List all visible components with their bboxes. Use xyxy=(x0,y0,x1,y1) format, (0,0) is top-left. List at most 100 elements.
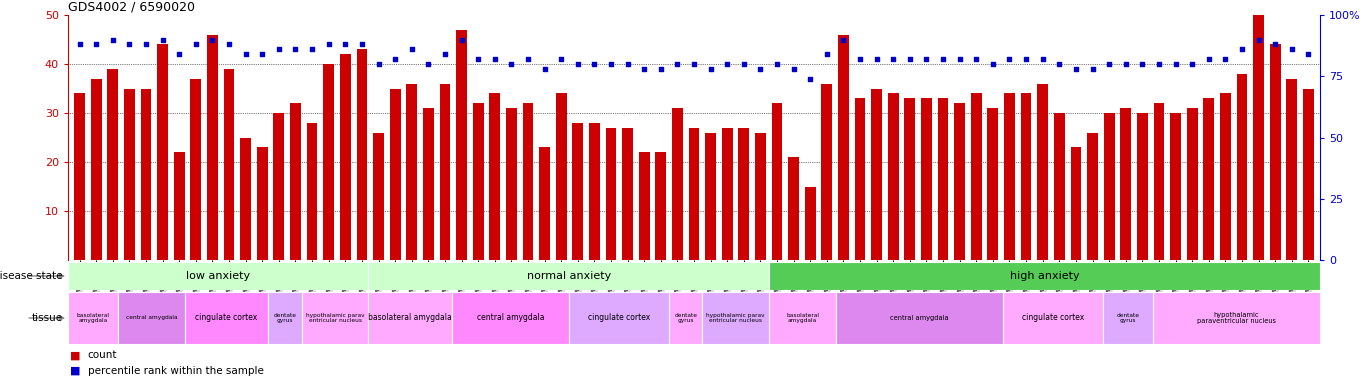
Bar xyxy=(369,292,452,344)
Text: cingulate cortex: cingulate cortex xyxy=(588,313,649,323)
Text: cingulate cortex: cingulate cortex xyxy=(196,313,258,323)
Bar xyxy=(606,128,616,260)
Bar xyxy=(1121,108,1132,260)
Point xyxy=(384,56,406,62)
Bar xyxy=(1054,113,1064,260)
Text: dentate
gyrus: dentate gyrus xyxy=(674,313,697,323)
Point xyxy=(1164,61,1186,67)
Bar xyxy=(452,292,569,344)
Bar xyxy=(706,132,717,260)
Bar xyxy=(655,152,666,260)
Bar xyxy=(1237,74,1247,260)
Bar xyxy=(373,132,384,260)
Bar xyxy=(1021,93,1032,260)
Bar xyxy=(1154,103,1164,260)
Bar xyxy=(988,108,999,260)
Text: central amygdala: central amygdala xyxy=(477,313,544,323)
Point xyxy=(799,76,821,82)
Point xyxy=(484,56,506,62)
Bar xyxy=(68,292,118,344)
Bar xyxy=(107,69,118,260)
Bar xyxy=(489,93,500,260)
Bar xyxy=(673,108,682,260)
Point xyxy=(1015,56,1037,62)
Point xyxy=(169,51,190,57)
Bar xyxy=(356,49,367,260)
Text: tissue: tissue xyxy=(32,313,63,323)
Bar xyxy=(440,84,451,260)
Bar xyxy=(207,35,218,260)
Bar xyxy=(788,157,799,260)
Bar xyxy=(456,30,467,260)
Point xyxy=(351,41,373,48)
Point xyxy=(1232,46,1254,52)
Point xyxy=(966,56,988,62)
Point xyxy=(251,51,273,57)
Bar xyxy=(556,93,567,260)
Point xyxy=(567,61,589,67)
Point xyxy=(269,46,290,52)
Bar xyxy=(1037,84,1048,260)
Text: ■: ■ xyxy=(70,366,81,376)
Bar xyxy=(407,84,416,260)
Text: basolateral
amygdala: basolateral amygdala xyxy=(786,313,819,323)
Text: low anxiety: low anxiety xyxy=(186,271,251,281)
Bar xyxy=(1219,93,1230,260)
Point xyxy=(1032,56,1054,62)
Point xyxy=(833,36,855,43)
Bar xyxy=(669,292,703,344)
Point xyxy=(500,61,522,67)
Bar xyxy=(1154,292,1321,344)
Text: cingulate cortex: cingulate cortex xyxy=(1022,313,1084,323)
Bar xyxy=(141,88,152,260)
Bar xyxy=(888,93,899,260)
Bar xyxy=(258,147,267,260)
Text: central amygdala: central amygdala xyxy=(890,315,948,321)
Bar xyxy=(937,98,948,260)
Point xyxy=(982,61,1004,67)
Bar xyxy=(473,103,484,260)
Point xyxy=(782,66,804,72)
Point xyxy=(434,51,456,57)
Point xyxy=(285,46,307,52)
Bar xyxy=(1104,113,1115,260)
Text: percentile rank within the sample: percentile rank within the sample xyxy=(88,366,263,376)
Point xyxy=(85,41,107,48)
Bar xyxy=(755,132,766,260)
Bar xyxy=(118,292,185,344)
Point xyxy=(1099,61,1121,67)
Bar xyxy=(804,187,815,260)
Point xyxy=(301,46,323,52)
Bar xyxy=(506,108,516,260)
Text: basolateral
amygdala: basolateral amygdala xyxy=(77,313,110,323)
Bar xyxy=(290,103,301,260)
Point xyxy=(684,61,706,67)
Point xyxy=(1181,61,1203,67)
Point xyxy=(1064,66,1086,72)
Point xyxy=(367,61,389,67)
Bar xyxy=(689,128,700,260)
Text: hypothalamic parav
entricular nucleus: hypothalamic parav entricular nucleus xyxy=(707,313,764,323)
Bar xyxy=(90,79,101,260)
Text: disease state: disease state xyxy=(0,271,63,281)
Point xyxy=(516,56,538,62)
Point xyxy=(932,56,954,62)
Point xyxy=(717,61,738,67)
Bar xyxy=(125,88,134,260)
Bar xyxy=(185,292,269,344)
Bar xyxy=(722,128,733,260)
Bar xyxy=(638,152,649,260)
Point xyxy=(700,66,722,72)
Bar xyxy=(1203,98,1214,260)
Text: central amygdala: central amygdala xyxy=(126,316,177,321)
Bar xyxy=(569,292,669,344)
Bar xyxy=(1088,132,1097,260)
Bar xyxy=(1254,0,1265,260)
Bar xyxy=(68,262,369,290)
Text: hypothalamic parav
entricular nucleus: hypothalamic parav entricular nucleus xyxy=(306,313,364,323)
Point xyxy=(1132,61,1154,67)
Point xyxy=(584,61,606,67)
Bar xyxy=(703,292,769,344)
Text: dentate
gyrus: dentate gyrus xyxy=(274,313,296,323)
Bar xyxy=(158,45,169,260)
